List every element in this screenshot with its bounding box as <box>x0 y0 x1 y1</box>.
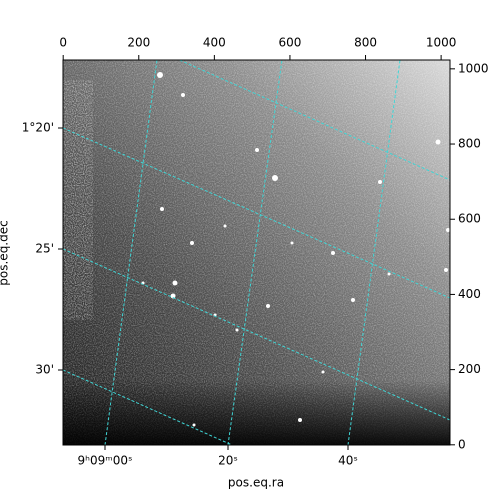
x-tick-label: 200 <box>127 36 150 50</box>
ra-tick-label: 9ʰ09ᵐ00ˢ <box>78 454 133 468</box>
x-axis-label: pos.eq.ra <box>228 476 284 490</box>
plot-frame <box>62 59 451 446</box>
dec-tick-label: 1°20' <box>22 121 54 135</box>
coordinate-grid <box>63 60 450 445</box>
y-tick-label: 1000 <box>458 61 489 75</box>
x-tick-label: 1000 <box>426 36 457 50</box>
y-tick-label: 800 <box>458 137 481 151</box>
y-tick-label: 600 <box>458 212 481 226</box>
x-tick-label: 800 <box>354 36 377 50</box>
ra-tick-label: 40ˢ <box>338 454 358 468</box>
y-tick-label: 400 <box>458 287 481 301</box>
sky-image <box>63 60 450 445</box>
y-axis-label: pos.eq.dec <box>0 220 11 285</box>
y-tick-label: 0 <box>458 437 466 451</box>
dec-tick-label: 30' <box>35 363 54 377</box>
x-tick-label: 0 <box>59 36 67 50</box>
y-tick-label: 200 <box>458 362 481 376</box>
x-tick-label: 400 <box>203 36 226 50</box>
dec-tick-label: 25' <box>35 242 54 256</box>
x-tick-label: 600 <box>278 36 301 50</box>
ra-tick-label: 20ˢ <box>218 454 238 468</box>
